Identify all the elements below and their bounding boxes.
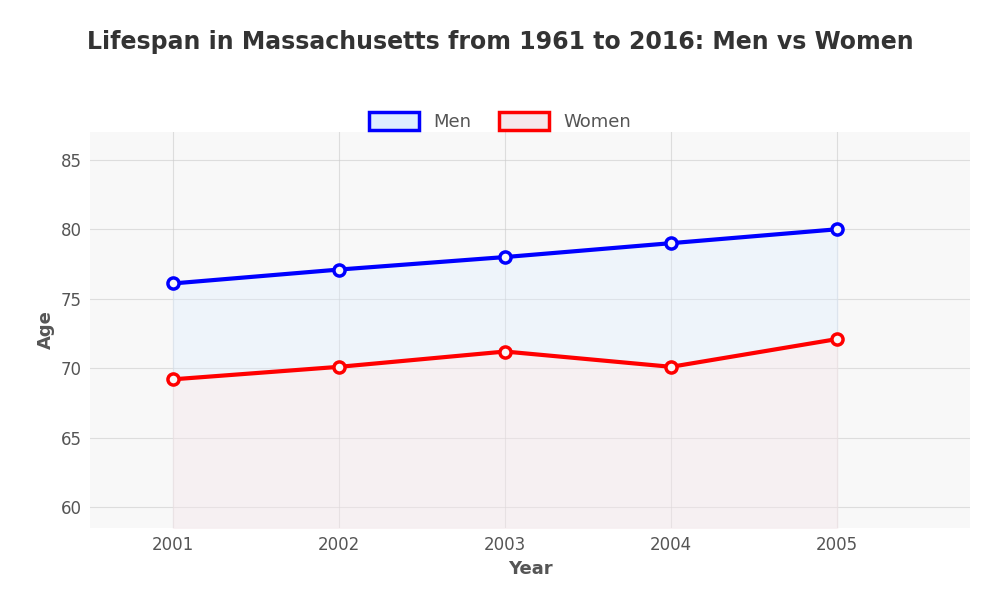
Y-axis label: Age: Age — [37, 311, 55, 349]
X-axis label: Year: Year — [508, 560, 552, 578]
Legend: Men, Women: Men, Women — [361, 105, 639, 138]
Text: Lifespan in Massachusetts from 1961 to 2016: Men vs Women: Lifespan in Massachusetts from 1961 to 2… — [87, 30, 913, 54]
